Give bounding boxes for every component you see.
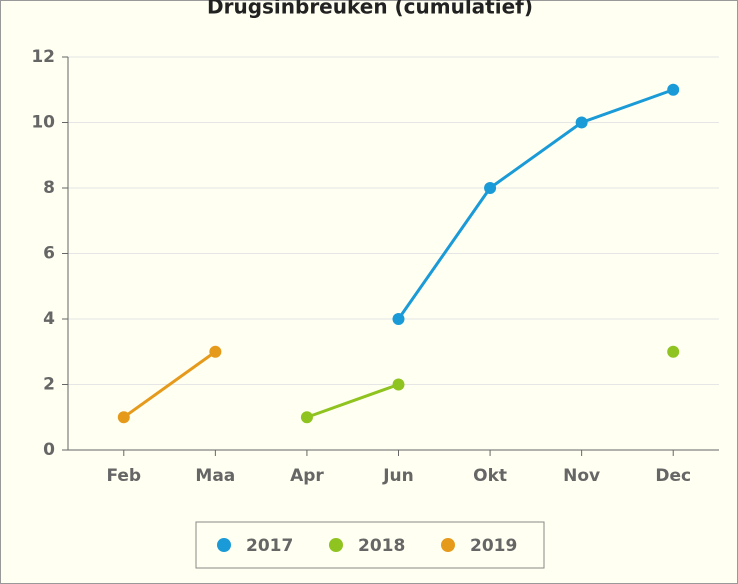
data-point [300, 411, 313, 424]
x-tick-label: Dec [655, 466, 691, 486]
y-tick-label: 8 [43, 178, 55, 198]
x-tick-label: Okt [473, 466, 507, 486]
legend-marker [441, 538, 455, 552]
x-tick-label: Apr [290, 466, 324, 486]
legend-box [195, 521, 545, 569]
x-tick-label: Jun [382, 466, 414, 486]
series-line [397, 88, 674, 320]
y-tick-label: 6 [43, 244, 55, 264]
series-line [122, 350, 217, 419]
data-point [392, 378, 405, 391]
chart-title: Drugsinbreuken (cumulatief) [207, 0, 533, 19]
x-tick-label: Nov [563, 466, 600, 486]
legend-marker [329, 538, 343, 552]
y-tick-label: 12 [31, 47, 55, 67]
data-point [117, 411, 130, 424]
y-tick-label: 0 [43, 440, 55, 460]
data-point [667, 345, 680, 358]
legend-label: 2019 [470, 536, 517, 556]
data-point [209, 345, 222, 358]
y-tick-label: 10 [31, 113, 55, 133]
y-tick-label: 4 [43, 309, 55, 329]
y-tick-label: 2 [43, 375, 55, 395]
x-tick-label: Feb [106, 466, 141, 486]
data-point [484, 182, 497, 194]
data-point [667, 83, 680, 96]
x-tick-label: Maa [195, 466, 235, 486]
data-point [392, 313, 405, 325]
legend-label: 2017 [246, 536, 293, 556]
legend-marker [217, 538, 231, 552]
legend-label: 2018 [358, 536, 405, 556]
data-point [575, 116, 588, 129]
